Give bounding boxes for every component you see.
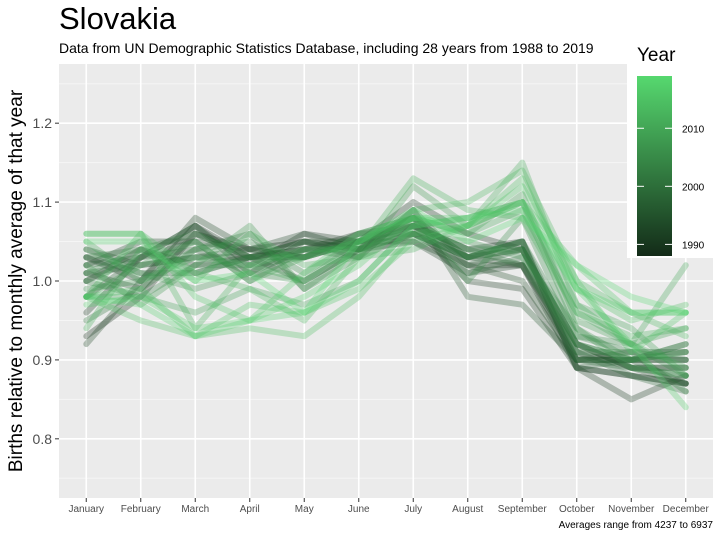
chart-title: Slovakia bbox=[59, 1, 177, 36]
series-line-2003 bbox=[83, 230, 689, 363]
series-line-2010 bbox=[83, 207, 689, 348]
series-line-2014 bbox=[83, 175, 689, 340]
series-line-1995 bbox=[83, 207, 689, 363]
x-tick-label: April bbox=[240, 504, 260, 515]
x-tick-label: March bbox=[181, 504, 209, 515]
y-axis-label: Births relative to monthly average of th… bbox=[6, 89, 27, 472]
series-line-2006 bbox=[83, 230, 689, 363]
legend-tick-label: 2010 bbox=[682, 124, 705, 135]
x-tick-label: August bbox=[452, 504, 483, 515]
x-tick-label: May bbox=[295, 504, 314, 515]
series-line-2009 bbox=[83, 199, 689, 379]
series-line-2005 bbox=[83, 214, 689, 379]
x-tick-label: September bbox=[498, 504, 548, 515]
series-line-2007 bbox=[83, 183, 689, 379]
y-tick-label: 1.1 bbox=[33, 194, 53, 210]
chart-subtitle: Data from UN Demographic Statistics Data… bbox=[59, 40, 594, 56]
series-line-2004 bbox=[83, 222, 689, 363]
x-tick-label: February bbox=[121, 504, 161, 515]
series-line-2000 bbox=[83, 214, 689, 379]
series-line-2015 bbox=[83, 183, 689, 355]
series-line-2018 bbox=[83, 207, 689, 340]
legend-tick-label: 2000 bbox=[682, 182, 705, 193]
series-line-2002 bbox=[83, 214, 689, 395]
legend-title: Year bbox=[637, 45, 676, 66]
series-line-2011 bbox=[83, 159, 689, 371]
series-line-2008 bbox=[83, 191, 689, 348]
x-axis: January February March April May June July Augu… bbox=[68, 498, 709, 515]
series-line-2001 bbox=[83, 222, 689, 363]
color-legend: 1990 2000 2010 bbox=[627, 40, 720, 258]
series-line-1999 bbox=[83, 230, 689, 395]
series-line-2017 bbox=[83, 199, 689, 411]
series-line-1997 bbox=[83, 222, 689, 387]
x-tick-label: July bbox=[404, 504, 422, 515]
x-tick-label: December bbox=[663, 504, 710, 515]
series-lines bbox=[83, 159, 689, 411]
series-line-1989 bbox=[83, 222, 689, 387]
grid-minor bbox=[59, 83, 713, 479]
x-tick-label: January bbox=[68, 504, 104, 515]
series-line-1988 bbox=[83, 230, 689, 363]
series-line-1992 bbox=[83, 230, 689, 387]
y-tick-label: 0.9 bbox=[33, 352, 53, 368]
series-line-1991 bbox=[83, 222, 689, 403]
x-tick-label: June bbox=[348, 504, 370, 515]
series-line-1990 bbox=[83, 199, 689, 371]
series-line-2012 bbox=[83, 175, 689, 340]
y-tick-label: 1.0 bbox=[33, 273, 53, 289]
series-line-1998 bbox=[83, 207, 689, 363]
series-line-2016 bbox=[83, 199, 689, 324]
y-tick-label: 1.2 bbox=[33, 115, 53, 131]
y-axis: 0.8 0.9 1.0 1.1 1.2 bbox=[33, 115, 59, 447]
y-tick-label: 0.8 bbox=[33, 431, 53, 447]
series-line-1994 bbox=[83, 238, 689, 363]
x-tick-label: October bbox=[559, 504, 595, 515]
x-tick-label: November bbox=[608, 504, 655, 515]
series-line-2013 bbox=[83, 167, 689, 340]
series-line-1993 bbox=[83, 214, 689, 387]
legend-tick-label: 1990 bbox=[682, 240, 705, 251]
legend-colorbar bbox=[637, 76, 672, 256]
chart-caption: Averages range from 4237 to 6937 bbox=[558, 520, 713, 531]
legend-ticks: 1990 2000 2010 bbox=[637, 124, 705, 251]
series-line-1996 bbox=[83, 230, 689, 371]
series-line-2019 bbox=[83, 207, 689, 316]
